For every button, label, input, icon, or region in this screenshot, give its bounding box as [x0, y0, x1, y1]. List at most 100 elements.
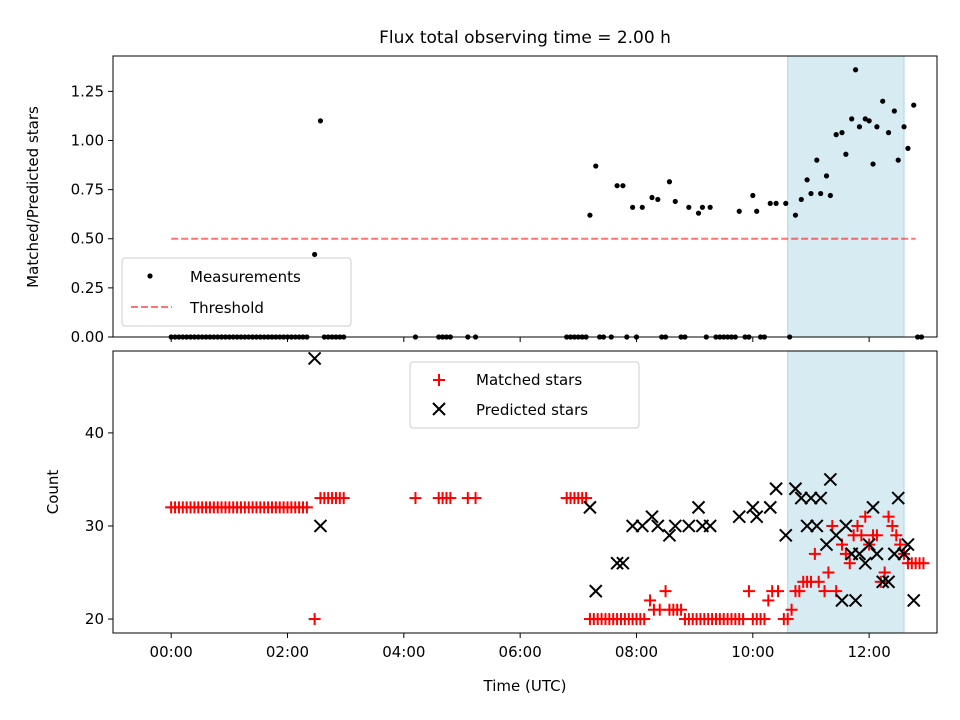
top-y-tick-label: 0.50: [71, 230, 104, 248]
predicted-point: [662, 528, 677, 542]
predicted-point: [788, 482, 803, 496]
ratio-panel: 0.00 0.25 0.50 0.75 1.00 1.25 Matched/Predict…: [24, 55, 938, 346]
matched-point: [808, 547, 821, 560]
matched-point: [851, 519, 864, 532]
top-y-axis-label: Matched/Predicted stars: [24, 106, 42, 288]
legend-matched-marker: [433, 374, 445, 386]
matched-point: [886, 519, 899, 532]
matched-point: [839, 547, 852, 560]
measurement-point: [833, 132, 839, 138]
measurement-point: [814, 157, 820, 163]
predicted-point: [870, 547, 884, 561]
matched-point: [469, 492, 482, 505]
matched-point: [580, 492, 593, 505]
x-axis-label: Time (UTC): [483, 677, 567, 695]
matched-point: [638, 613, 651, 626]
x-tick-label: 00:00: [150, 643, 193, 661]
measurement-point: [630, 204, 636, 210]
matched-point: [337, 492, 350, 505]
measurement-point: [614, 183, 620, 189]
measurement-point: [911, 102, 917, 108]
predicted-point: [800, 519, 814, 533]
bottom-y-tick-label: 30: [85, 517, 104, 535]
matched-point: [781, 613, 794, 626]
matched-point: [812, 575, 825, 588]
measurement-point: [666, 179, 673, 185]
predicted-point: [691, 500, 706, 515]
x-tick-label: 10:00: [731, 643, 774, 661]
matched-point: [855, 529, 868, 542]
measurement-point: [312, 251, 318, 258]
predicted-point: [901, 537, 915, 552]
top-y-tick-label: 0.00: [71, 328, 104, 346]
predicted-point: [589, 584, 603, 598]
matched-point: [826, 519, 839, 532]
measurement-point: [783, 200, 789, 206]
matched-point: [772, 585, 785, 598]
measurement-point: [792, 212, 799, 218]
measurement-point: [827, 192, 833, 199]
predicted-point: [835, 593, 849, 608]
top-x-ticks: [170, 337, 870, 342]
matched-point: [409, 492, 422, 505]
predicted-point: [625, 519, 640, 533]
predicted-point: [645, 509, 659, 524]
predicted-point: [876, 575, 890, 589]
top-y-tick-label: 0.25: [71, 279, 104, 297]
predicted-point: [839, 519, 853, 533]
matched-point: [822, 566, 835, 579]
matched-point: [762, 594, 775, 607]
matched-point: [818, 585, 831, 598]
measurement-point: [707, 204, 713, 210]
measurement-point: [849, 116, 855, 122]
matched-point: [882, 510, 895, 523]
measurement-point: [798, 196, 804, 203]
measurement-point: [891, 108, 897, 114]
predicted-point: [881, 575, 896, 589]
x-tick-label: 12:00: [848, 643, 891, 661]
predicted-point: [769, 482, 783, 496]
predicted-point: [813, 491, 828, 505]
legend-predicted-label: Predicted stars: [476, 401, 588, 419]
predicted-point: [651, 519, 665, 533]
predicted-point: [668, 519, 682, 533]
measurement-point: [620, 183, 626, 189]
measurement-point: [750, 192, 756, 199]
matched-point: [675, 603, 688, 616]
measurement-point: [880, 98, 886, 104]
predicted-point: [810, 519, 824, 533]
measurement-point: [843, 151, 849, 157]
top-axes-frame: [112, 55, 938, 338]
matched-point: [308, 613, 321, 626]
measurement-point: [866, 118, 872, 124]
measurement-point: [895, 157, 901, 163]
predicted-point: [583, 500, 597, 515]
measurement-point: [695, 210, 702, 216]
matched-point: [859, 510, 872, 523]
top-y-tick-label: 1.00: [71, 131, 104, 149]
matched-point: [843, 557, 856, 570]
top-y-tick-label: 1.25: [71, 82, 104, 100]
measurement-point: [901, 124, 907, 130]
x-tick-label: 02:00: [266, 643, 309, 661]
predicted-point: [307, 351, 322, 366]
predicted-point: [610, 556, 624, 570]
predicted-point: [848, 593, 863, 608]
measurement-point: [862, 116, 868, 122]
measurement-point: [870, 161, 876, 167]
bottom-x-ticks: 00:00 02:00 04:00 06:00 08:00 10:00 12:00: [150, 633, 891, 661]
matched-point: [793, 585, 806, 598]
measurement-point: [773, 200, 779, 206]
predicted-point: [616, 556, 630, 570]
predicted-point: [804, 491, 818, 505]
measurement-point: [639, 204, 645, 210]
predicted-point: [907, 593, 921, 608]
measurement-point: [852, 67, 859, 73]
x-tick-label: 06:00: [499, 643, 542, 661]
matched-point: [878, 566, 891, 579]
predicted-point: [763, 500, 777, 515]
measurement-point: [818, 190, 824, 197]
measurement-point: [905, 145, 911, 151]
legend-predicted-marker: [432, 402, 446, 416]
predicted-point: [858, 556, 872, 570]
